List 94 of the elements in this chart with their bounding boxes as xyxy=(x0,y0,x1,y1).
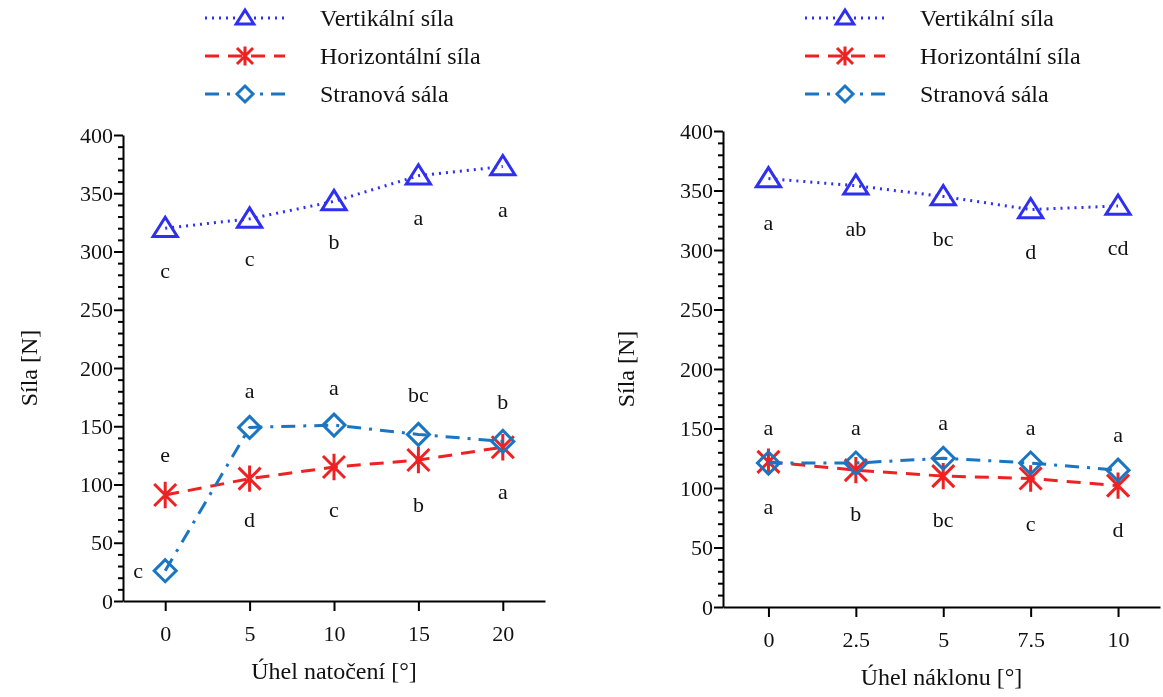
data-label: a xyxy=(1113,421,1124,447)
data-label: ab xyxy=(845,216,867,242)
y-tick-label: 50 xyxy=(91,530,113,556)
legend-label: Horizontální síla xyxy=(320,43,481,69)
data-label: cd xyxy=(1107,235,1129,261)
x-tick-label: 7.5 xyxy=(1017,626,1045,652)
x-tick-label: 5 xyxy=(938,626,950,652)
x-tick-label: 15 xyxy=(407,620,430,646)
y-tick-label: 300 xyxy=(680,237,713,263)
y-tick-label: 400 xyxy=(680,118,713,144)
y-tick-label: 250 xyxy=(680,297,713,323)
point xyxy=(489,153,517,177)
data-label: a xyxy=(1025,414,1036,440)
point xyxy=(321,454,347,480)
data-label: d xyxy=(1112,517,1124,543)
y-tick-label: 100 xyxy=(80,472,113,498)
point xyxy=(754,166,783,189)
point xyxy=(152,558,178,584)
data-label: a xyxy=(244,377,255,403)
data-label: b xyxy=(850,500,862,526)
y-tick-label: 50 xyxy=(691,535,713,561)
y-tick-label: 350 xyxy=(80,180,113,206)
data-label: a xyxy=(329,374,340,400)
legend-label: Stranová sála xyxy=(320,81,449,107)
data-label: c xyxy=(1025,510,1036,536)
data-label: a xyxy=(938,409,949,435)
data-label: c xyxy=(329,496,340,522)
point xyxy=(929,183,957,207)
legend-label: Horizontální síla xyxy=(920,43,1081,69)
y-tick-label: 200 xyxy=(680,356,713,382)
data-label: bc xyxy=(408,381,430,407)
data-label: b xyxy=(412,491,424,517)
data-label: c xyxy=(160,257,171,283)
point xyxy=(930,445,956,471)
y-tick-label: 0 xyxy=(702,594,713,620)
x-tick-label: 2.5 xyxy=(842,626,871,652)
x-axis-title: Úhel natočení [°] xyxy=(251,658,417,684)
point xyxy=(404,163,432,186)
x-tick-label: 5 xyxy=(244,620,256,646)
y-tick-label: 250 xyxy=(80,297,113,323)
y-tick-label: 300 xyxy=(80,239,113,265)
point xyxy=(236,206,264,229)
point xyxy=(842,173,870,196)
point xyxy=(237,414,263,440)
data-label: c xyxy=(133,558,144,584)
x-tick-label: 10 xyxy=(323,620,346,646)
y-tick-label: 200 xyxy=(80,355,113,381)
data-label: b xyxy=(328,228,340,254)
point xyxy=(151,215,179,238)
point xyxy=(490,428,516,454)
y-tick-label: 150 xyxy=(680,416,713,442)
point xyxy=(1104,193,1132,216)
point xyxy=(1018,450,1044,476)
data-label: d xyxy=(244,507,256,533)
legend-label: Vertikální síla xyxy=(920,5,1055,31)
y-tick-label: 0 xyxy=(102,588,113,614)
y-tick-label: 400 xyxy=(80,122,113,148)
point xyxy=(930,463,956,489)
point xyxy=(1017,197,1045,220)
data-label: a xyxy=(763,210,774,236)
x-tick-label: 20 xyxy=(492,620,515,646)
y-axis-title: Síla [N] xyxy=(613,330,639,408)
point xyxy=(321,412,347,438)
data-label: a xyxy=(497,478,508,504)
point xyxy=(1105,457,1131,483)
y-tick-label: 350 xyxy=(680,178,713,204)
y-tick-label: 100 xyxy=(680,475,713,501)
data-label: a xyxy=(850,414,861,440)
point xyxy=(1105,473,1131,499)
point xyxy=(843,450,869,476)
data-label: e xyxy=(160,442,171,468)
data-label: a xyxy=(763,494,774,520)
y-axis-title: Síla [N] xyxy=(16,329,42,407)
data-label: b xyxy=(497,388,509,414)
point xyxy=(237,466,263,492)
x-tick-label: 10 xyxy=(1107,626,1130,652)
data-label: c xyxy=(244,246,255,272)
data-label: bc xyxy=(932,506,954,532)
x-tick-label: 0 xyxy=(763,626,775,652)
y-tick-label: 150 xyxy=(80,413,113,439)
legend-label: Stranová sála xyxy=(920,81,1049,107)
x-axis-title: Úhel náklonu [°] xyxy=(860,664,1023,690)
point xyxy=(1018,465,1044,491)
data-label: bc xyxy=(932,225,954,251)
point xyxy=(152,482,178,508)
x-tick-label: 0 xyxy=(160,620,172,646)
data-label: a xyxy=(413,205,424,231)
legend-label: Vertikální síla xyxy=(320,5,455,31)
point xyxy=(405,447,431,473)
data-label: d xyxy=(1025,239,1037,265)
data-label: a xyxy=(763,414,774,440)
data-label: a xyxy=(497,196,508,222)
point xyxy=(320,188,348,212)
point xyxy=(405,421,431,447)
